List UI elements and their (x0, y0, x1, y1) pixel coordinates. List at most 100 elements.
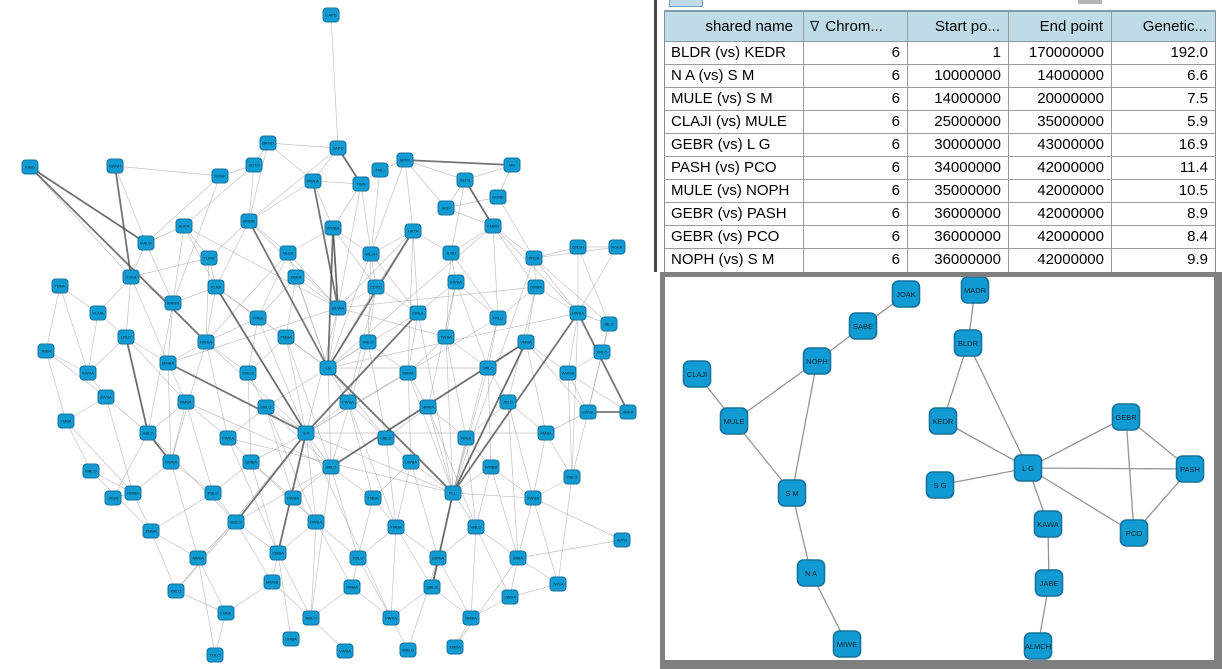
network-node[interactable]: MN (503, 157, 521, 173)
table-cell[interactable]: 6 (804, 249, 908, 272)
table-row[interactable]: GEBR (vs) PCO 6 36000000 42000000 8.4 (665, 226, 1215, 249)
network-node[interactable]: YMBA (57, 413, 75, 429)
network-node[interactable]: JMBA (37, 343, 55, 359)
network-node[interactable]: PWSA (382, 610, 400, 626)
table-cell[interactable]: 6.6 (1112, 65, 1215, 88)
network-node[interactable]: QBLO (423, 579, 441, 595)
network-node[interactable]: ORLO (239, 365, 257, 381)
network-node[interactable]: MADR (960, 277, 990, 304)
network-node[interactable]: IMBA (509, 550, 527, 566)
network-node[interactable]: GMBA (527, 279, 545, 295)
table-cell[interactable]: 14000000 (1009, 65, 1112, 88)
column-header-genetic-[interactable]: Genetic... (1112, 12, 1215, 42)
network-node[interactable]: CDRO (367, 279, 385, 295)
network-node[interactable]: MMBA (159, 355, 177, 371)
network-node[interactable]: WBLO (399, 642, 417, 658)
table-cell[interactable]: BLDR (vs) KEDR (665, 42, 804, 65)
network-node[interactable]: DBLO (257, 399, 275, 415)
network-node[interactable]: CWSA (219, 430, 237, 446)
table-cell[interactable]: 36000000 (908, 249, 1009, 272)
network-node[interactable]: ABLO (139, 425, 157, 441)
network-node[interactable]: N A (796, 559, 826, 587)
network-node[interactable]: OMBA (343, 579, 361, 595)
table-cell[interactable]: PASH (vs) PCO (665, 157, 804, 180)
network-node[interactable]: WMBB (482, 459, 500, 475)
network-node[interactable]: JBLO (499, 394, 517, 410)
network-node[interactable]: HWSA (569, 305, 587, 321)
network-node[interactable]: L G (1013, 454, 1043, 482)
table-cell[interactable]: 11.4 (1112, 157, 1215, 180)
network-node[interactable]: KING (21, 159, 39, 175)
network-node[interactable]: SABE (848, 312, 878, 340)
main-network-view[interactable]: CAPS SAPO KING MN RGLR ANKR JAUR AJYR BRNO SOTO PW… (0, 0, 654, 669)
table-cell[interactable]: 6 (804, 42, 908, 65)
network-node[interactable]: SBLO (322, 459, 340, 475)
table-cell[interactable]: 10.5 (1112, 180, 1215, 203)
network-node[interactable]: FWSA (339, 394, 357, 410)
table-cell[interactable]: 14000000 (908, 88, 1009, 111)
network-node[interactable]: MWSB (263, 574, 281, 590)
network-node[interactable]: PMBA (277, 329, 295, 345)
network-node[interactable]: HMBA (419, 399, 437, 415)
network-node[interactable]: PASH (1175, 455, 1205, 483)
network-node[interactable]: TGLO (206, 647, 224, 663)
table-cell[interactable]: 6 (804, 157, 908, 180)
table-row[interactable]: CLAJI (vs) MULE 6 25000000 35000000 5.9 (665, 111, 1215, 134)
network-node[interactable]: MIWE (832, 630, 862, 658)
network-node[interactable]: NMBA (124, 485, 142, 501)
network-node[interactable]: ANKR (619, 404, 637, 420)
table-cell[interactable]: MULE (vs) NOPH (665, 180, 804, 203)
network-node[interactable]: RWNR (106, 158, 124, 174)
network-node[interactable]: SOTO (245, 157, 263, 173)
table-row[interactable]: MULE (vs) S M 6 14000000 20000000 7.5 (665, 88, 1215, 111)
table-cell[interactable]: 43000000 (1009, 134, 1112, 157)
network-node[interactable]: QMBA (242, 454, 260, 470)
network-node[interactable]: GEBR (1111, 403, 1141, 431)
network-node[interactable]: WLSH (362, 246, 380, 262)
network-node[interactable]: S M (777, 479, 807, 507)
network-node[interactable]: BLDR (953, 329, 983, 357)
network-node[interactable]: KAWA (1033, 510, 1063, 538)
network-node[interactable]: NLSS (279, 245, 297, 261)
network-node[interactable]: DWSA (307, 514, 325, 530)
table-cell[interactable]: 35000000 (1009, 111, 1112, 134)
table-cell[interactable]: 42000000 (1009, 180, 1112, 203)
network-node[interactable]: XMBA (446, 639, 464, 655)
table-row[interactable]: GEBR (vs) L G 6 30000000 43000000 16.9 (665, 134, 1215, 157)
network-node[interactable]: NWSA (197, 334, 215, 350)
table-cell[interactable]: 16.9 (1112, 134, 1215, 157)
network-node[interactable]: MALW (137, 235, 155, 251)
network-node[interactable]: UMBA (282, 631, 300, 647)
table-cell[interactable]: MULE (vs) S M (665, 88, 804, 111)
table-cell[interactable]: 8.9 (1112, 203, 1215, 226)
network-node[interactable]: TWSA (437, 329, 455, 345)
table-cell[interactable]: 42000000 (1009, 157, 1112, 180)
table-cell[interactable]: 35000000 (908, 180, 1009, 203)
table-cell[interactable]: 6 (804, 88, 908, 111)
network-node[interactable]: WWSA (559, 365, 577, 381)
table-cell[interactable]: 36000000 (908, 203, 1009, 226)
network-node[interactable]: DMLA (409, 305, 427, 321)
network-node[interactable]: LN (319, 360, 337, 376)
network-node[interactable]: AJYR (613, 532, 631, 548)
network-node[interactable]: WMBA (324, 220, 342, 236)
network-node[interactable]: KRNK (211, 168, 229, 184)
network-node[interactable]: KMBA (537, 425, 555, 441)
network-node[interactable]: IWSA (457, 430, 475, 446)
table-cell[interactable]: 36000000 (908, 226, 1009, 249)
column-header-shared-name[interactable]: shared name (665, 12, 804, 42)
network-node[interactable]: YRKA (249, 310, 267, 326)
table-cell[interactable]: 6 (804, 203, 908, 226)
network-node[interactable]: GBLO (377, 430, 395, 446)
network-node[interactable]: FMBA (387, 519, 405, 535)
table-cell[interactable]: GEBR (vs) PASH (665, 203, 804, 226)
network-node[interactable]: IRLO (600, 316, 618, 332)
network-node[interactable]: ZBRA (287, 269, 305, 285)
network-node[interactable]: ZMBA (142, 523, 160, 539)
network-node[interactable]: PCO (1119, 519, 1149, 547)
sort-filter-icon[interactable]: ∇ (810, 18, 820, 34)
network-node[interactable]: JLNO (442, 245, 460, 261)
network-node[interactable]: VSKA (122, 269, 140, 285)
table-row[interactable]: NOPH (vs) S M 6 36000000 42000000 9.9 (665, 249, 1215, 272)
table-cell[interactable]: 42000000 (1009, 226, 1112, 249)
